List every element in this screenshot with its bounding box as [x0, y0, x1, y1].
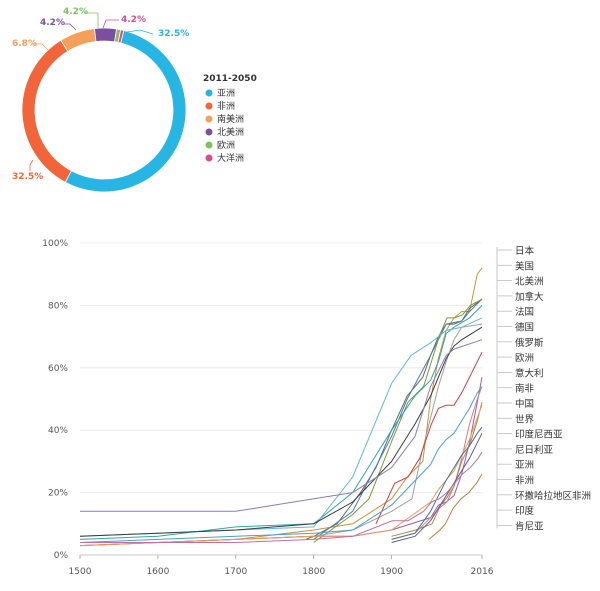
line-legend-item: 意大利	[515, 367, 544, 379]
donut-slice-label: 6.8%	[12, 39, 37, 49]
donut-leader-line	[84, 12, 99, 28]
donut-legend-swatch	[205, 141, 213, 149]
y-tick-label: 0%	[54, 551, 69, 561]
line-legend-item: 德国	[515, 322, 534, 334]
series-line	[80, 323, 483, 543]
line-legend-item: 亚洲	[515, 460, 534, 471]
line-legend-item: 环撒哈拉地区非洲	[515, 490, 591, 502]
line-chart-series	[79, 267, 483, 547]
line-legend-item: 日本	[515, 245, 535, 257]
donut-slice-label: 4.2%	[63, 7, 88, 17]
donut-legend-swatch	[205, 115, 213, 123]
donut-leader-line	[64, 23, 77, 31]
donut-legend-title: 2011-2050	[203, 74, 257, 84]
line-chart-legend: 日本美国北美洲加拿大法国德国俄罗斯欧洲意大利南非中国世界印度尼西亚尼日利亚亚洲非…	[496, 245, 591, 532]
donut-slice-label: 4.2%	[40, 18, 65, 28]
series-line	[79, 305, 483, 540]
y-tick-label: 100%	[42, 239, 68, 249]
donut-leader-line	[126, 29, 154, 35]
line-chart-grid	[80, 242, 482, 556]
donut-legend-item: 大洋洲	[217, 152, 244, 164]
series-line	[391, 426, 483, 540]
line-legend-item: 南非	[515, 383, 535, 395]
donut-legend-item: 南美洲	[217, 113, 244, 125]
donut-legend-item: 非洲	[217, 100, 235, 112]
donut-slice-label: 4.2%	[121, 15, 146, 25]
line-legend-item: 欧洲	[515, 352, 534, 364]
line-legend-item: 世界	[515, 413, 535, 425]
line-legend-item: 中国	[515, 398, 534, 410]
series-line	[79, 377, 483, 547]
series-line	[79, 405, 483, 547]
donut-slice-2	[21, 39, 72, 183]
y-tick-label: 40%	[48, 426, 68, 436]
line-chart-axes: 0% 20% 40% 60% 80% 100% 1500 1600 1700 1800 1900 20…	[42, 239, 493, 577]
donut-slice-4	[94, 27, 118, 43]
x-tick-label: 1500	[69, 567, 92, 577]
y-tick-label: 80%	[48, 301, 68, 311]
series-line	[391, 386, 483, 540]
donut-leader-line	[102, 19, 119, 29]
series-line	[79, 326, 483, 537]
series-line	[80, 451, 483, 543]
donut-legend-swatch	[205, 102, 213, 110]
donut-slice-label: 32.5%	[158, 29, 189, 39]
series-line	[313, 298, 483, 540]
line-legend-item: 法国	[515, 306, 534, 318]
x-tick-label: 1900	[380, 567, 403, 577]
line-legend-item: 肯尼亚	[515, 520, 544, 532]
series-line	[80, 339, 483, 512]
x-tick-label: 1600	[146, 567, 169, 577]
series-line	[79, 317, 483, 537]
donut-slice-1	[64, 29, 187, 193]
donut-slice-3	[60, 28, 97, 52]
donut-leader-line	[29, 159, 34, 171]
donut-slice-6	[117, 29, 125, 44]
donut-leader-line	[31, 43, 49, 51]
y-tick-label: 60%	[48, 364, 68, 374]
series-line	[428, 473, 483, 540]
line-legend-item: 印度尼西亚	[515, 429, 563, 441]
series-line	[375, 351, 483, 525]
donut-legend-item: 亚洲	[217, 88, 235, 99]
series-line	[313, 298, 483, 543]
series-line	[305, 298, 483, 540]
line-legend-item: 美国	[515, 260, 534, 272]
y-tick-label: 20%	[48, 489, 68, 499]
x-tick-label: 1800	[302, 567, 325, 577]
line-legend-item: 俄罗斯	[515, 337, 544, 349]
donut-slice-label: 32.5%	[12, 172, 43, 182]
donut-legend-item: 欧洲	[217, 139, 235, 151]
line-legend-item: 非洲	[515, 475, 534, 487]
line-legend-item: 尼日利亚	[515, 444, 554, 456]
x-tick-label: 2016	[471, 567, 494, 577]
line-legend-item: 加拿大	[515, 291, 544, 303]
donut-legend-swatch	[205, 154, 213, 162]
donut-chart: 32.5%32.5%6.8%4.2%4.2%4.2%	[12, 7, 189, 193]
series-line	[79, 386, 483, 543]
x-tick-label: 1700	[224, 567, 247, 577]
donut-legend-item: 北美洲	[217, 126, 244, 138]
donut-legend-swatch	[205, 89, 213, 97]
line-legend-item: 印度	[515, 505, 535, 517]
donut-legend-swatch	[205, 128, 213, 136]
line-legend-item: 北美洲	[515, 276, 544, 288]
